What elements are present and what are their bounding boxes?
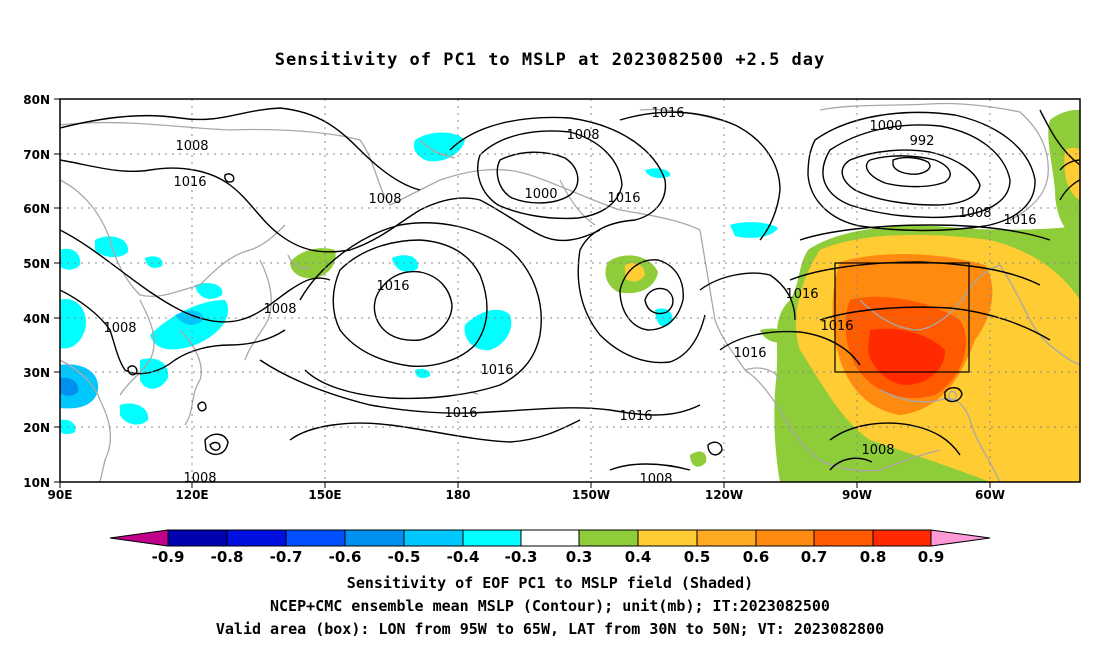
colorbar-tick-label: 0.3 [566,548,593,566]
mslp-contours [60,107,1080,471]
colorbar-swatch [755,529,815,547]
caption-valid-area: Valid area (box): LON from 95W to 65W, L… [215,620,885,638]
contour-label: 1008 [861,443,894,458]
colorbar-overflow-triangle [930,529,991,547]
lat-label: 20N [23,421,50,435]
valid-area-box [834,262,970,373]
colorbar-swatch [696,529,757,547]
colorbar-swatch [637,529,698,547]
colorbar-tick-label: -0.8 [211,548,244,566]
colorbar-tick-label: -0.4 [447,548,480,566]
contour-label: 1016 [1003,213,1036,228]
contour-label: 1008 [263,302,296,317]
colorbar-swatch [462,529,522,547]
lat-label: 80N [23,93,50,107]
colorbar-swatch [520,529,580,547]
contour-label: 1016 [820,319,853,334]
contour-labels: 1008 1016 1008 1016 1008 1008 1016 1016 … [103,106,1036,487]
colorbar-swatch [578,529,639,547]
plot-frame [59,98,1081,483]
contour-label: 1016 [173,175,206,190]
lat-label: 10N [23,476,50,490]
colorbar-tick-label: -0.3 [505,548,538,566]
contour-label: 1008 [183,471,216,486]
contour-label: 1016 [651,106,684,121]
gridlines [60,99,1080,482]
contour-label: 1008 [958,206,991,221]
map-title: Sensitivity of PC1 to MSLP at 2023082500… [274,50,826,70]
contour-label: 1016 [619,409,652,424]
latitude-axis: 80N 70N 60N 50N 40N 30N 20N 10N [23,93,60,490]
contour-label: 1008 [639,472,672,487]
colorbar-tick-label: -0.9 [152,548,185,566]
contour-label: 1016 [444,406,477,421]
contour-label: 1000 [524,187,557,202]
caption-shading: Sensitivity of EOF PC1 to MSLP field (Sh… [346,574,754,592]
contour-label: 1016 [480,363,513,378]
negative-sensitivity-shading [60,132,778,435]
contour-label: 1008 [175,139,208,154]
contour-label: 1000 [869,119,902,134]
colorbar: -0.9 -0.8 -0.7 -0.6 -0.5 -0.4 -0.3 0.3 0… [109,529,991,566]
contour-label: 992 [910,134,935,149]
colorbar-swatch [344,529,405,547]
contour-label: 1008 [103,321,136,336]
lat-label: 40N [23,312,50,326]
colorbar-tick-label: -0.6 [329,548,362,566]
lon-label: 60W [975,488,1005,502]
contour-label: 1016 [607,191,640,206]
contour-label: 1008 [566,128,599,143]
colorbar-tick-label: -0.7 [270,548,303,566]
lon-label: 120W [705,488,743,502]
lat-label: 30N [23,366,50,380]
lon-label: 120E [175,488,208,502]
caption-contour: NCEP+CMC ensemble mean MSLP (Contour); u… [270,597,830,615]
contour-label: 1016 [376,279,409,294]
lat-label: 70N [23,148,50,162]
lon-label: 180 [445,488,470,502]
contour-label: 1016 [785,287,818,302]
contour-label: 1016 [733,346,766,361]
lon-label: 90W [842,488,872,502]
lon-label: 150E [308,488,341,502]
contour-label: 1008 [368,192,401,207]
lon-label: 150W [572,488,610,502]
colorbar-swatch [872,529,932,547]
colorbar-tick-label: 0.6 [743,548,770,566]
lon-label: 90E [48,488,73,502]
lat-label: 50N [23,257,50,271]
colorbar-tick-label: 0.7 [801,548,828,566]
lat-label: 60N [23,202,50,216]
colorbar-tick-label: 0.4 [625,548,652,566]
colorbar-tick-label: 0.8 [860,548,887,566]
colorbar-tick-label: 0.9 [918,548,945,566]
colorbar-swatch [813,529,874,547]
positive-sensitivity-shading [290,109,1080,482]
colorbar-swatch [403,529,464,547]
colorbar-swatch [226,529,287,547]
colorbar-underflow-triangle [109,529,169,547]
colorbar-swatch [167,529,228,547]
colorbar-tick-label: 0.5 [684,548,711,566]
longitude-axis: 90E 120E 150E 180 150W 120W 90W 60W [48,482,1005,502]
colorbar-tick-label: -0.5 [388,548,421,566]
colorbar-swatch [285,529,346,547]
